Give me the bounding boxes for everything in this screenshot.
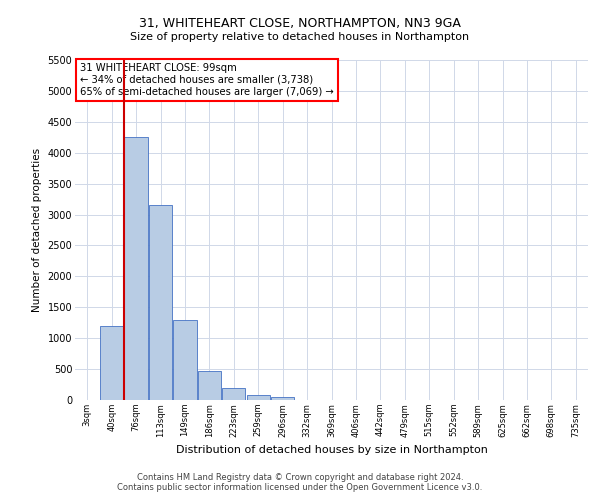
Text: 31, WHITEHEART CLOSE, NORTHAMPTON, NN3 9GA: 31, WHITEHEART CLOSE, NORTHAMPTON, NN3 9… <box>139 18 461 30</box>
Bar <box>247 395 270 400</box>
Bar <box>173 320 197 400</box>
Bar <box>271 396 294 400</box>
Text: Contains HM Land Registry data © Crown copyright and database right 2024.
Contai: Contains HM Land Registry data © Crown c… <box>118 473 482 492</box>
Y-axis label: Number of detached properties: Number of detached properties <box>32 148 42 312</box>
Bar <box>124 138 148 400</box>
Bar <box>100 326 123 400</box>
Bar <box>198 371 221 400</box>
Bar <box>222 388 245 400</box>
X-axis label: Distribution of detached houses by size in Northampton: Distribution of detached houses by size … <box>176 445 487 455</box>
Text: 31 WHITEHEART CLOSE: 99sqm
← 34% of detached houses are smaller (3,738)
65% of s: 31 WHITEHEART CLOSE: 99sqm ← 34% of deta… <box>80 64 334 96</box>
Text: Size of property relative to detached houses in Northampton: Size of property relative to detached ho… <box>130 32 470 42</box>
Bar <box>149 206 172 400</box>
